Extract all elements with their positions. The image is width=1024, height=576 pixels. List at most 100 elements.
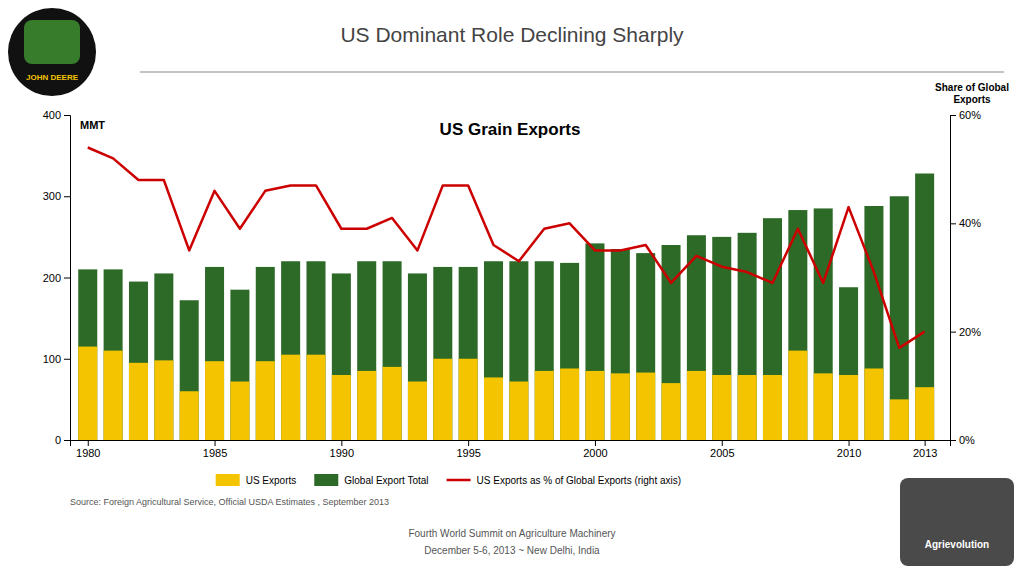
tick-mark [595,440,596,446]
tick-mark [468,440,469,446]
tick: 300 [43,190,70,202]
bar [763,218,782,440]
bar [332,375,351,440]
legend-label: US Exports [246,475,297,486]
tick: 1995 [456,440,480,459]
bar [408,273,427,440]
axis-line [71,441,951,447]
bar [560,263,579,440]
bar [890,399,909,440]
bar [738,375,757,440]
legend-label: Global Export Total [344,475,428,486]
tick: 0 [55,434,70,446]
tick-mark [215,440,216,446]
bar [205,361,224,440]
tick-mark [64,440,70,441]
bar [433,267,452,440]
tick: 20% [950,326,981,338]
bar [915,387,934,440]
bar [281,355,300,440]
bar [154,360,173,440]
tick-label: 0 [55,434,61,446]
bar [230,290,249,440]
tick-label: 200 [43,272,61,284]
bar [814,373,833,440]
y2-axis-title-line: Share of Global [935,82,1009,93]
bar [78,269,97,440]
tick: 2005 [710,440,734,459]
bar [509,261,528,440]
bar-series [78,174,934,441]
bar [509,382,528,441]
bar [357,371,376,440]
tick-mark [950,440,956,441]
bar [180,391,199,440]
bar [78,347,97,440]
bar [839,287,858,440]
bar [814,208,833,440]
tick-label: 0% [959,434,975,446]
bar [585,243,604,440]
logo-circle [8,8,96,96]
tick-mark [64,196,70,197]
y-axis-title: MMT [80,119,105,131]
legend: US Exports Global Export Total US Exports … [216,474,681,486]
bar [256,267,275,440]
bar [129,282,148,440]
tick: 60% [950,109,981,121]
bar [180,300,199,440]
tick-mark [950,332,956,333]
tick-label: 2000 [583,447,607,459]
chart: US Dominant Role Declining SharplyJOHN D… [0,0,1024,576]
y-axis: 0 100 200 300 400 [43,109,71,446]
bar [763,375,782,440]
bar [738,233,757,440]
footer: Fourth World Summit on Agriculture Machi… [408,528,615,539]
tick-label: 60% [959,109,981,121]
tick-label: 400 [43,109,61,121]
tick-label: 40% [959,217,981,229]
tick-mark [925,440,926,446]
legend-item: Global Export Total [314,474,428,486]
bar [687,371,706,440]
legend-label: US Exports as % of Global Exports (right… [477,475,682,486]
legend-item: US Exports as % of Global Exports (right… [447,475,682,486]
footer: December 5-6, 2013 ~ New Delhi, India [424,545,600,556]
source: Source: Foreign Agricultural Service, Of… [70,497,389,507]
tick-label: 1990 [330,447,354,459]
bar [535,371,554,440]
bar [408,382,427,441]
bar [712,375,731,440]
tick-mark [64,278,70,279]
bar [357,261,376,440]
bar [256,361,275,440]
bar [281,261,300,440]
bar [864,206,883,440]
bar [788,351,807,440]
tick-mark [950,223,956,224]
legend-item: US Exports [216,474,297,486]
tick-label: 300 [43,190,61,202]
bar [306,261,325,440]
tick: 400 [43,109,70,121]
axis-line [64,116,71,441]
tick-mark [849,440,850,446]
y2-axis-title: Share of GlobalExports [935,82,1009,105]
tick: 2013 [913,440,937,459]
bar [915,174,934,441]
title: US Dominant Role Declining Sharply [340,23,684,46]
bar [560,369,579,441]
bar [129,363,148,440]
tick-label: 1985 [203,447,227,459]
bar [636,373,655,440]
bar [636,253,655,440]
bar [332,273,351,440]
logo-box [900,478,1014,566]
bar [306,355,325,440]
tick: 1990 [330,440,354,459]
bar [104,269,123,440]
tick-mark [64,359,70,360]
tick-label: 1980 [76,447,100,459]
tick: 100 [43,353,70,365]
bar [585,371,604,440]
